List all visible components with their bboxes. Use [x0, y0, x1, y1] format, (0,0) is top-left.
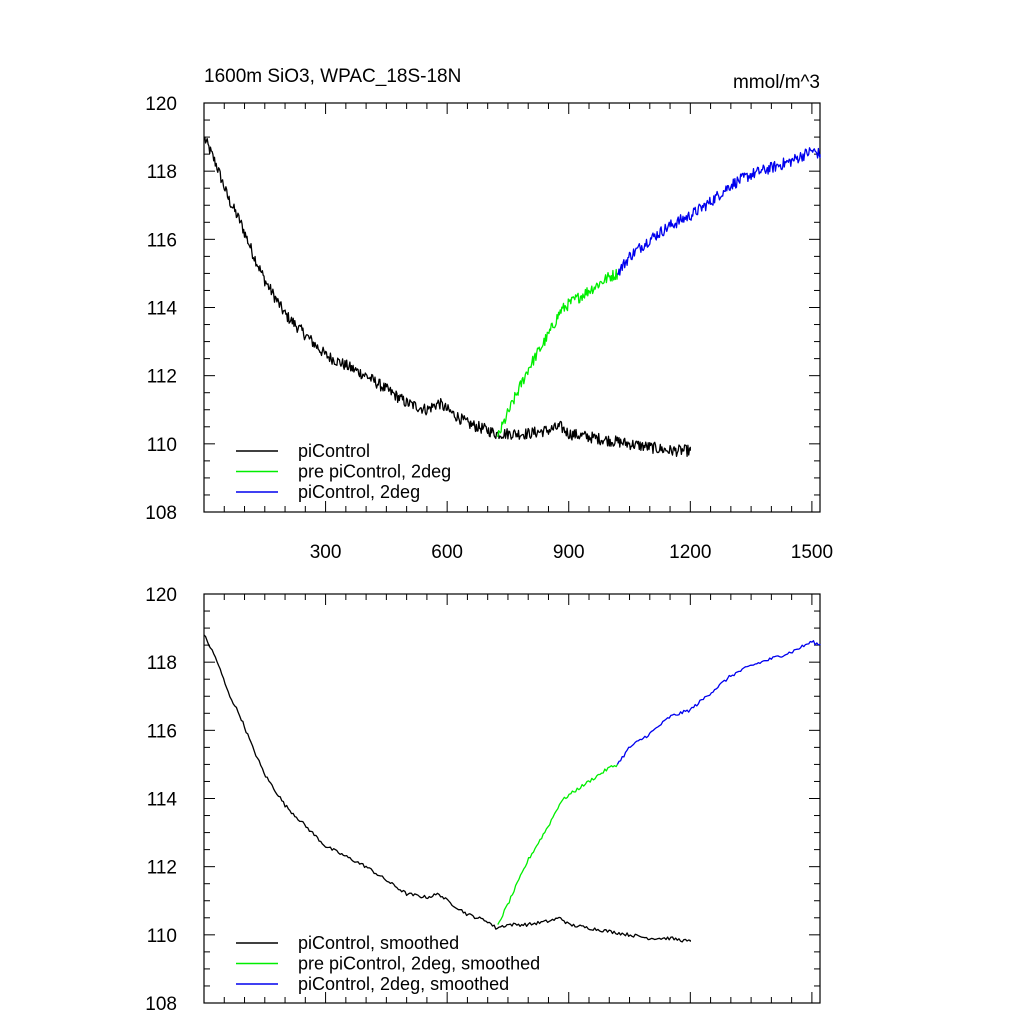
- legend-label: piControl: [298, 441, 370, 461]
- x-tick-label: 1500: [791, 542, 833, 563]
- legend-label: piControl, 2deg, smoothed: [298, 974, 509, 994]
- x-tick-label: 600: [431, 542, 463, 563]
- units-label: mmol/m^3: [733, 72, 820, 93]
- plot-frame: [203, 102, 821, 513]
- y-tick-label: 116: [147, 721, 177, 742]
- x-tick-label: 300: [310, 542, 342, 563]
- bottom-panel: 108 110 112 114 116 118 120 piControl, smoothed…: [145, 585, 821, 1015]
- legend-label: pre piControl, 2deg, smoothed: [298, 954, 540, 974]
- legend-label: piControl, smoothed: [298, 933, 459, 953]
- series-line-2: [616, 147, 821, 276]
- series-line-1: [497, 268, 619, 438]
- y-tick-label: 112: [147, 367, 177, 388]
- y-tick-label: 118: [147, 162, 177, 183]
- plot-frame: [203, 593, 821, 1004]
- y-tick-label: 112: [147, 858, 177, 879]
- y-tick-label: 110: [147, 435, 177, 456]
- figure-title: 1600m SiO3, WPAC_18S-18N: [204, 66, 461, 87]
- legend-label: piControl, 2deg: [298, 482, 420, 502]
- x-tick-label: 1200: [669, 542, 711, 563]
- legend-label: pre piControl, 2deg: [298, 462, 451, 482]
- y-tick-label: 114: [147, 299, 178, 320]
- y-tick-label: 108: [145, 994, 177, 1015]
- y-tick-label: 120: [145, 94, 177, 115]
- y-tick-label: 114: [147, 790, 178, 811]
- y-tick-label: 110: [147, 926, 177, 947]
- series-line-1: [497, 764, 618, 925]
- series-line-0: [204, 136, 691, 457]
- y-tick-label: 118: [147, 653, 177, 674]
- y-tick-label: 116: [147, 230, 177, 251]
- series-line-0: [203, 634, 691, 943]
- x-tick-label: 900: [553, 542, 585, 563]
- y-tick-label: 120: [145, 585, 177, 606]
- series-line-2: [616, 640, 821, 765]
- top-panel: 108 110 112 114 116 118 120 300 600 900 1200 1500 pi…: [145, 94, 833, 563]
- y-tick-label: 108: [145, 503, 177, 524]
